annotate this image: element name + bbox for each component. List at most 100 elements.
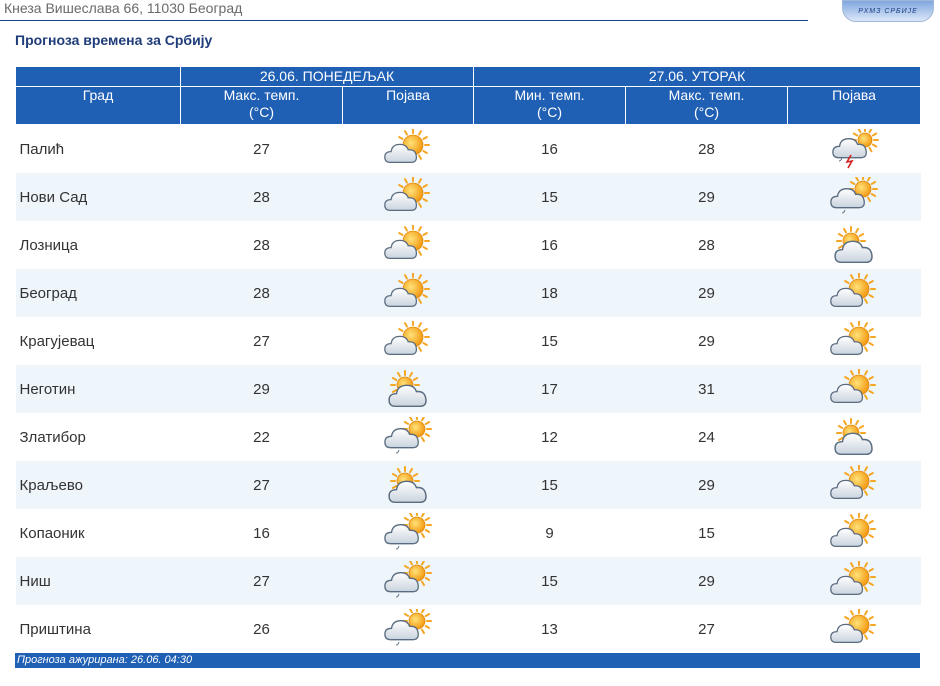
table-row: Лозница 28 16 28: [15, 221, 921, 269]
day1-weather-cell: [342, 269, 474, 317]
day2-weather-cell: [787, 461, 921, 509]
col-city: Град: [15, 86, 181, 125]
day2-max-temp: 29: [625, 557, 788, 605]
address-text: Кнеза Вишеслава 66, 11030 Београд: [4, 0, 243, 16]
day2-max-temp: 27: [625, 605, 788, 653]
table-row: Крагујевац 27 15 29: [15, 317, 921, 365]
city-name: Копаоник: [15, 509, 181, 557]
update-timestamp: Прогноза ажурирана: 26.06. 04:30: [17, 654, 193, 666]
day2-min-temp: 16: [473, 124, 626, 173]
day2-max-temp: 31: [625, 365, 788, 413]
col-day2-min-label: Мин. темп.: [514, 87, 585, 103]
day1-max-temp: 28: [180, 269, 343, 317]
col-day1-max-label: Макс. темп.: [223, 87, 300, 103]
city-name: Златибор: [15, 413, 181, 461]
update-footer: Прогноза ажурирана: 26.06. 04:30: [15, 653, 920, 668]
day2-weather-cell: [787, 413, 921, 461]
day1-weather-cell: [342, 173, 474, 221]
day2-max-temp: 29: [625, 269, 788, 317]
sun-cloud-icon: [384, 129, 430, 164]
day1-max-temp: 16: [180, 509, 343, 557]
sun-cloud-icon: [830, 321, 877, 356]
city-name: Приштина: [15, 605, 181, 653]
cloud-sun-icon: [388, 370, 427, 408]
col-day1-max: Макс. темп. (°C): [180, 86, 343, 125]
table-row: Приштина 26 13 27: [15, 605, 921, 653]
day2-min-temp: 15: [473, 317, 626, 365]
sun-cloud-icon: [830, 609, 877, 644]
day2-max-temp: 15: [625, 509, 788, 557]
day1-max-temp: 27: [180, 124, 343, 173]
city-name: Нови Сад: [15, 173, 181, 221]
header-empty: [15, 66, 181, 87]
cloud-rain-icon: [830, 177, 879, 214]
day1-weather-cell: [342, 461, 474, 509]
day2-max-temp: 29: [625, 317, 788, 365]
day2-max-temp: 29: [625, 173, 788, 221]
city-name: Ниш: [15, 557, 181, 605]
sun-cloud-icon: [830, 465, 877, 500]
day1-weather-cell: [342, 221, 474, 269]
sun-cloud-icon: [384, 225, 430, 260]
city-name: Неготин: [15, 365, 181, 413]
cloud-rain-icon: [384, 417, 432, 454]
day2-weather-cell: [787, 173, 921, 221]
city-name: Београд: [15, 269, 181, 317]
cloud-rain-icon: [384, 513, 432, 550]
day2-weather-cell: [787, 605, 921, 653]
day1-max-temp: 29: [180, 365, 343, 413]
table-row: Нови Сад 28 15 29: [15, 173, 921, 221]
day2-max-temp: 28: [625, 124, 788, 173]
table-row: Копаоник 16 9 15: [15, 509, 921, 557]
col-day2-phenomenon-label: Појава: [832, 87, 876, 103]
table-row: Златибор 22 12 24: [15, 413, 921, 461]
top-bar: Кнеза Вишеслава 66, 11030 Београд РХМЗ С…: [0, 0, 940, 24]
rhmz-logo[interactable]: РХМЗ СРБИЈЕ: [842, 0, 934, 22]
thunderstorm-icon: [832, 129, 880, 169]
day2-weather-cell: [787, 269, 921, 317]
day1-header: 26.06. ПОНЕДЕЉАК: [179, 66, 475, 87]
city-name: Крагујевац: [15, 317, 181, 365]
city-name: Лозница: [15, 221, 181, 269]
table-row: Београд 28 18 29: [15, 269, 921, 317]
day2-weather-cell: [787, 124, 921, 173]
day1-weather-cell: [342, 317, 474, 365]
day2-min-temp: 17: [473, 365, 626, 413]
sun-cloud-icon: [384, 321, 430, 356]
day1-weather-cell: [342, 365, 474, 413]
sun-cloud-icon: [830, 273, 877, 308]
cloud-sun-icon: [834, 226, 873, 264]
logo-text: РХМЗ СРБИЈЕ: [858, 7, 918, 15]
col-day2-phenomenon: Појава: [787, 86, 922, 125]
day1-weather-cell: [342, 124, 474, 173]
day2-weather-cell: [787, 509, 921, 557]
day2-header: 27.06. УТОРАК: [473, 66, 922, 87]
day1-weather-cell: [342, 509, 474, 557]
day2-max-temp: 24: [625, 413, 788, 461]
day1-max-temp: 27: [180, 317, 343, 365]
col-day1-phenomenon-label: Појава: [386, 87, 430, 103]
sun-cloud-icon: [384, 177, 430, 212]
cloud-rain-icon: [384, 561, 432, 598]
day2-min-temp: 18: [473, 269, 626, 317]
day2-weather-cell: [787, 221, 921, 269]
sun-cloud-icon: [830, 513, 877, 548]
sun-cloud-icon: [830, 561, 877, 596]
day2-max-temp: 28: [625, 221, 788, 269]
col-day2-min-unit: (°C): [536, 104, 563, 120]
cloud-sun-icon: [388, 466, 427, 504]
page-title: Прогноза времена за Србију: [15, 32, 213, 48]
day2-min-temp: 15: [473, 461, 626, 509]
cloud-rain-icon: [384, 609, 432, 646]
col-day2-min: Мин. темп. (°C): [473, 86, 627, 125]
table-row: Ниш 27 15 29: [15, 557, 921, 605]
col-day1-phenomenon: Појава: [341, 86, 475, 125]
day1-weather-cell: [342, 413, 474, 461]
day1-max-temp: 27: [180, 461, 343, 509]
day1-max-temp: 28: [180, 221, 343, 269]
city-name: Краљево: [15, 461, 181, 509]
table-row: Палић 27 16 28: [15, 124, 921, 173]
col-day1-max-unit: (°C): [248, 104, 275, 120]
day1-max-temp: 22: [180, 413, 343, 461]
day2-min-temp: 16: [473, 221, 626, 269]
